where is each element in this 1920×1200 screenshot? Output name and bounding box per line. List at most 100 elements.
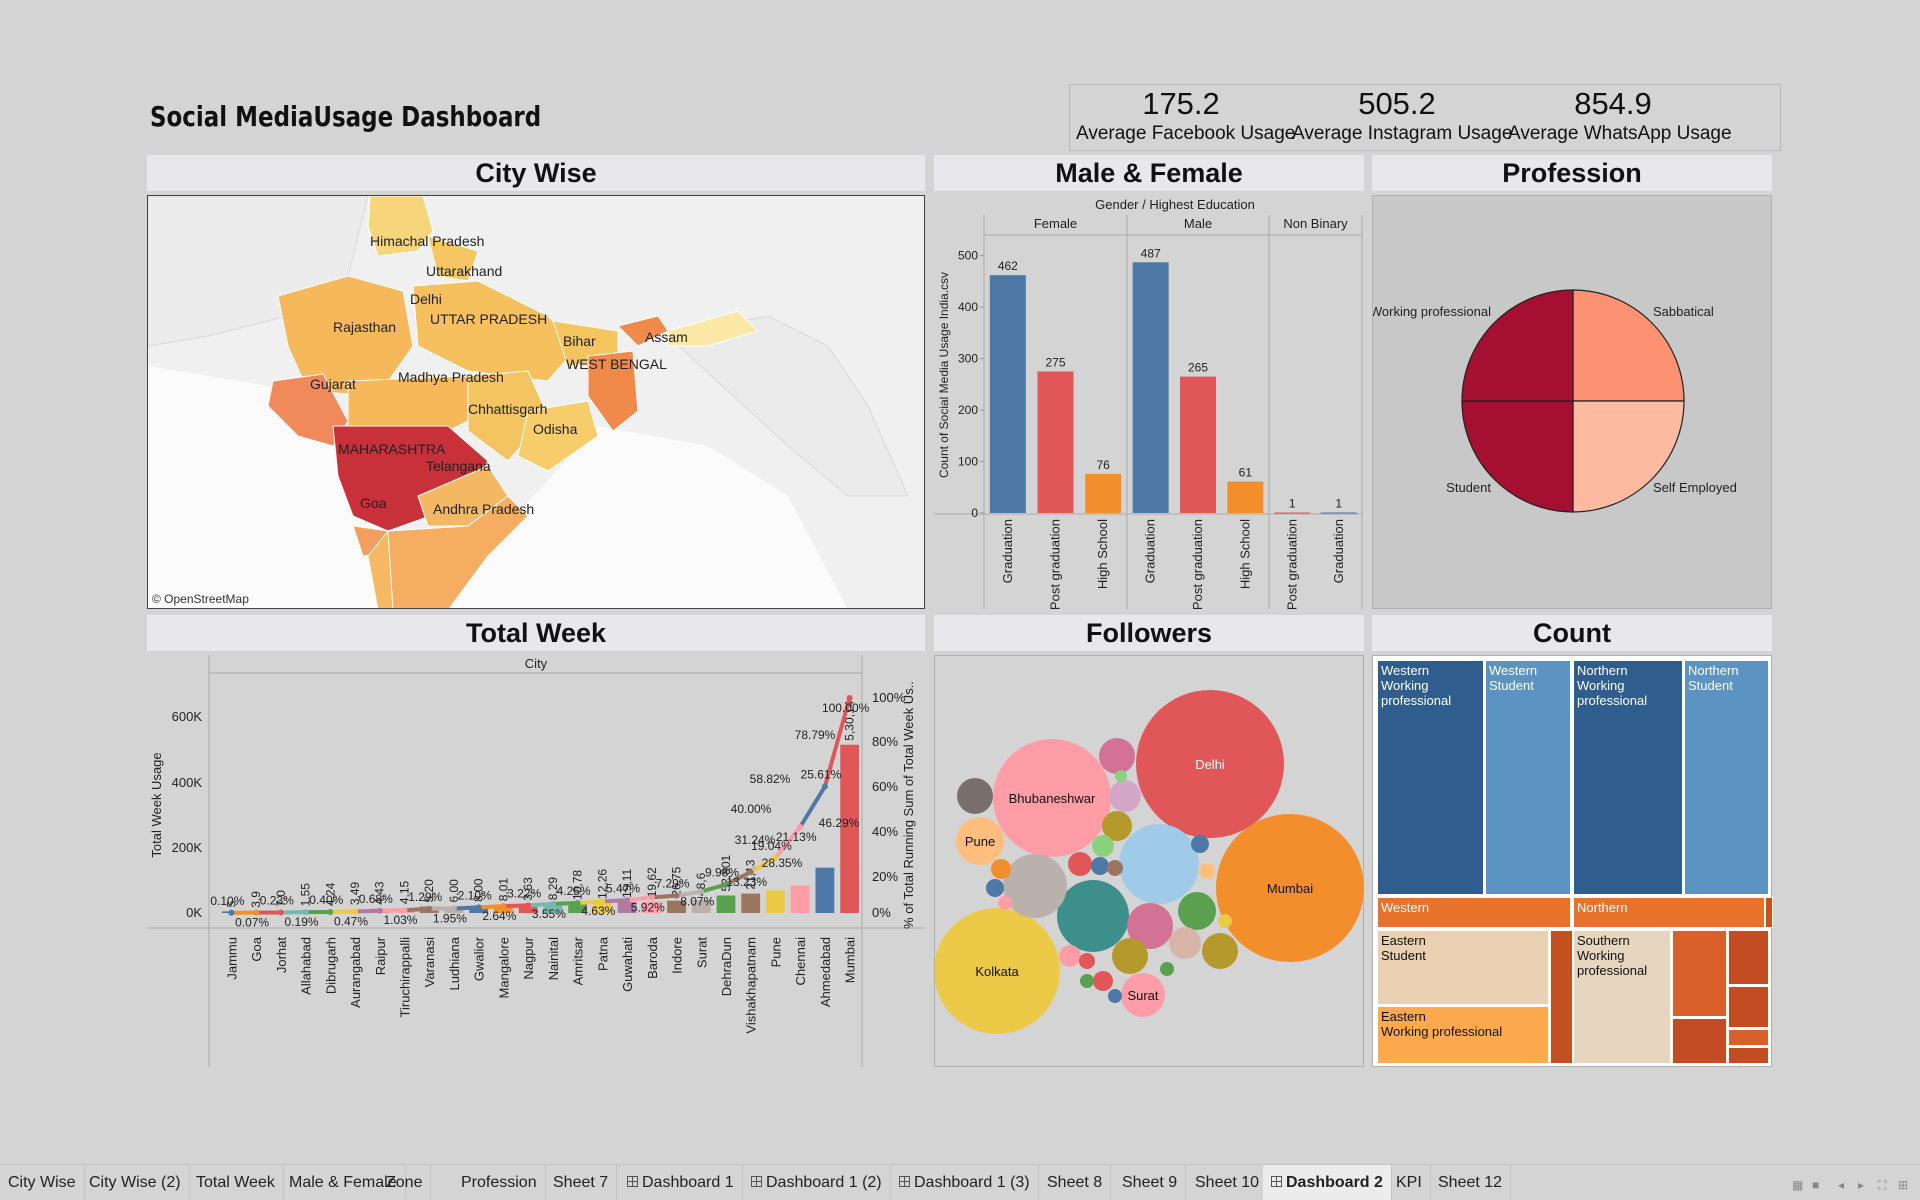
map-state-label: Bihar [563, 333, 596, 349]
treemap-cell[interactable] [1728, 986, 1769, 1028]
city-wise-map[interactable]: Himachal Pradesh Uttarakhand Delhi Rajastha… [147, 195, 925, 609]
nav-thumbnails-icon[interactable]: ⊞ [1898, 1178, 1909, 1192]
panel-title-followers: Followers [934, 615, 1364, 651]
running-pct-point [500, 903, 507, 910]
city-tick-label: Patna [595, 936, 610, 971]
state-rajasthan [277, 275, 414, 397]
y-tick-label: 200K [172, 840, 203, 855]
treemap-cell[interactable]: Northern Working professional [1573, 660, 1683, 895]
bubble-label: Pune [965, 834, 995, 849]
dashboard-title: Social MediaUsage Dashboard [150, 100, 542, 133]
treemap-cell[interactable]: Northern [1573, 897, 1765, 928]
treemap-cell[interactable]: Western Working professional [1377, 660, 1484, 895]
sheet-tab[interactable]: Sheet 9 [1114, 1165, 1187, 1200]
y-tick-label: 400K [172, 775, 203, 790]
sheet-tab[interactable]: Dashboard 1 (2) [743, 1165, 891, 1200]
sheet-tab[interactable]: Dashboard 1 [619, 1165, 743, 1200]
map-attribution[interactable]: © OpenStreetMap [152, 592, 249, 606]
treemap-cell[interactable] [1672, 930, 1727, 1017]
bar [989, 275, 1026, 513]
city-tick-label: Pune [768, 937, 783, 967]
total-week-chart[interactable]: City 0K 200K 400K 600K Total Week Usage 0% 20% 4… [147, 655, 925, 1067]
nav-prev-icon[interactable]: ◂ [1838, 1178, 1845, 1192]
sheet-tab[interactable]: Male & Female [281, 1165, 406, 1200]
running-pct-label: 0.68% [359, 892, 393, 906]
sheet-tab[interactable]: Dashboard 2 [1263, 1165, 1392, 1200]
week-bar [667, 900, 686, 913]
treemap-cell[interactable]: Northern Student [1684, 660, 1769, 895]
nav-square-icon[interactable]: ■ [1812, 1178, 1820, 1192]
nav-next-icon[interactable]: ▸ [1858, 1178, 1865, 1192]
sheet-tab[interactable]: Profession [453, 1165, 546, 1200]
kpi-value: 505.2 [1358, 86, 1436, 121]
pie-slice [1461, 400, 1574, 513]
sheet-tab[interactable]: Zone [378, 1165, 432, 1200]
total-week-svg: City 0K 200K 400K 600K Total Week Usage 0% 20% 4… [147, 655, 925, 1067]
treemap-cell[interactable] [1728, 1047, 1769, 1064]
map-state-label: Gujarat [310, 376, 356, 392]
treemap-cell[interactable] [1728, 930, 1769, 985]
followers-bubble-chart[interactable]: Delhi Mumbai Kolkata Bhubaneshwar Pune S… [934, 655, 1364, 1067]
week-bar [790, 885, 810, 913]
treemap-cell[interactable] [1550, 930, 1573, 1064]
sheet-tab[interactable]: City Wise (2) [81, 1165, 190, 1200]
category-tick-label: Post graduation [1190, 519, 1205, 609]
bar-value-label: 19,62 [645, 867, 659, 897]
treemap-cell[interactable] [1765, 897, 1773, 928]
sheet-tab[interactable]: Sheet 12 [1430, 1165, 1512, 1200]
nav-grid-icon[interactable]: ▦ [1792, 1178, 1804, 1192]
bar-value-label: 5,20 [422, 879, 436, 903]
treemap-cell[interactable]: Southern Working professional [1573, 930, 1671, 1064]
city-tick-label: Baroda [645, 936, 660, 979]
bar-value-label: 1,55 [299, 883, 313, 907]
treemap-cell[interactable] [1728, 1029, 1769, 1046]
y-axis-label: Total Week Usage [149, 752, 164, 857]
gender-education-chart[interactable]: Gender / Highest Education 0 100 200 300 400 5… [934, 195, 1364, 610]
bubble-bhubaneshwar [993, 739, 1111, 857]
treemap-cell[interactable] [1672, 1018, 1727, 1064]
bar-value-label: 275 [1045, 355, 1065, 369]
kpi-whatsapp: 854.9 Average WhatsApp Usage [1508, 85, 1732, 145]
map-state-label: Chhattisgarh [468, 401, 548, 417]
sheet-tab[interactable]: Dashboard 1 (3) [891, 1165, 1039, 1200]
running-pct-label: 3.55% [532, 907, 566, 921]
panel-title-city-wise: City Wise [147, 155, 925, 191]
pie-slice-label: Sabbatical [1653, 304, 1714, 319]
pie-slice [1572, 400, 1685, 513]
treemap-cell[interactable]: Western Student [1485, 660, 1571, 895]
sheet-tab-label: Sheet 12 [1438, 1174, 1503, 1191]
sheet-tab[interactable]: KPI [1388, 1165, 1431, 1200]
y2-tick-label: 60% [872, 779, 898, 794]
state-gujarat [267, 373, 349, 447]
sheet-tab-label: Dashboard 1 [642, 1174, 734, 1191]
y2-tick-label: 20% [872, 869, 898, 884]
kpi-value: 175.2 [1142, 86, 1220, 121]
treemap-cell[interactable]: Eastern Student [1377, 930, 1549, 1005]
y-tick-label: 0 [971, 506, 978, 520]
city-tick-label: Mangalore [496, 937, 511, 998]
kpi-label: Average WhatsApp Usage [1508, 123, 1732, 144]
sheet-tab[interactable]: Sheet 7 [545, 1165, 618, 1200]
bar-value-label: 19,11 [620, 869, 634, 898]
category-tick-label: Post graduation [1048, 519, 1063, 609]
treemap-cell[interactable]: Eastern Working professional [1377, 1006, 1549, 1064]
city-tick-label: DehraDun [719, 937, 734, 996]
bar [1085, 473, 1122, 513]
treemap-cell[interactable]: Western [1377, 897, 1571, 928]
bar [1320, 512, 1357, 514]
sheet-tab[interactable]: Sheet 8 [1039, 1165, 1112, 1200]
bubble-label: Kolkata [975, 964, 1019, 979]
state-himachal [367, 196, 434, 257]
bar-value-label: 12,26 [595, 869, 609, 899]
sheet-tab[interactable]: Total Week [188, 1165, 284, 1200]
count-treemap[interactable]: Western Working professional Western Stud… [1372, 655, 1773, 1067]
sheet-tab[interactable]: Sheet 10 [1187, 1165, 1269, 1200]
nav-fit-icon[interactable]: ⛶ [1878, 1178, 1887, 1192]
category-tick-label: High School [1095, 519, 1110, 589]
sheet-tab[interactable]: City Wise [0, 1165, 85, 1200]
running-pct-point [525, 902, 532, 909]
running-pct-point [327, 908, 334, 915]
profession-pie-panel[interactable]: Sabbatical Self Employed Student Working pr… [1370, 195, 1772, 609]
city-tick-label: Chennai [793, 937, 808, 986]
sheet-tab-label: Zone [386, 1174, 423, 1191]
